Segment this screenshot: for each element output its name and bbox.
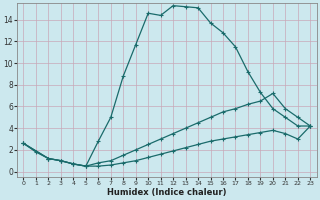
X-axis label: Humidex (Indice chaleur): Humidex (Indice chaleur) — [107, 188, 227, 197]
